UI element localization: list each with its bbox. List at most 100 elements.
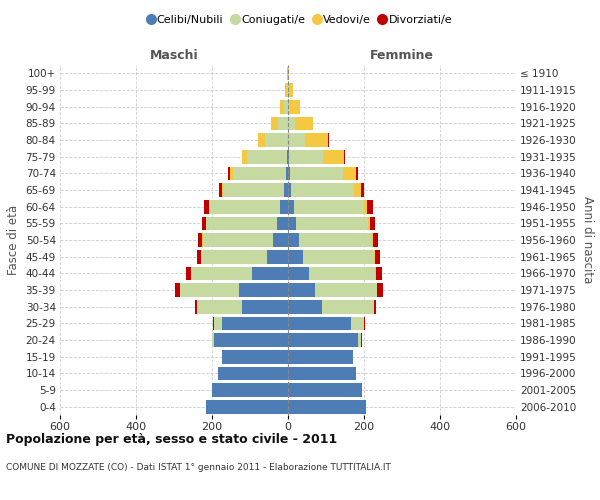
Bar xyxy=(288,383,362,397)
Bar xyxy=(288,200,294,213)
Bar xyxy=(280,100,284,114)
Bar xyxy=(284,183,288,197)
Text: COMUNE DI MOZZATE (CO) - Dati ISTAT 1° gennaio 2011 - Elaborazione TUTTITALIA.IT: COMUNE DI MOZZATE (CO) - Dati ISTAT 1° g… xyxy=(6,462,391,471)
Bar xyxy=(377,283,383,297)
Bar xyxy=(288,183,291,197)
Bar xyxy=(214,333,288,347)
Bar xyxy=(288,283,314,297)
Bar xyxy=(289,116,295,130)
Bar xyxy=(358,333,361,347)
Bar xyxy=(206,400,288,413)
Bar xyxy=(267,250,288,264)
Bar xyxy=(288,400,366,413)
Bar xyxy=(212,383,288,397)
Bar xyxy=(242,300,288,314)
Bar xyxy=(233,166,286,180)
Bar xyxy=(209,200,210,213)
Bar xyxy=(364,200,367,213)
Bar xyxy=(373,250,374,264)
Bar xyxy=(290,166,343,180)
Bar xyxy=(280,200,288,213)
Bar xyxy=(175,283,180,297)
Bar xyxy=(223,183,284,197)
Text: Femmine: Femmine xyxy=(370,48,434,62)
Bar xyxy=(197,300,242,314)
Bar xyxy=(288,166,290,180)
Bar xyxy=(288,350,353,364)
Bar xyxy=(210,200,280,213)
Bar xyxy=(343,166,356,180)
Bar xyxy=(252,266,288,280)
Bar xyxy=(197,250,200,264)
Bar xyxy=(205,200,209,213)
Bar xyxy=(350,316,364,330)
Bar xyxy=(288,233,299,247)
Bar xyxy=(289,83,293,97)
Bar xyxy=(288,216,296,230)
Bar xyxy=(222,183,223,197)
Bar xyxy=(288,366,356,380)
Bar xyxy=(367,200,373,213)
Bar xyxy=(242,150,247,164)
Bar xyxy=(202,216,206,230)
Bar xyxy=(322,300,373,314)
Bar xyxy=(200,250,267,264)
Bar xyxy=(303,250,373,264)
Bar xyxy=(361,183,364,197)
Bar xyxy=(278,116,287,130)
Bar xyxy=(288,150,289,164)
Bar xyxy=(354,183,361,197)
Bar xyxy=(376,266,382,280)
Bar xyxy=(258,133,265,147)
Bar xyxy=(218,366,288,380)
Bar xyxy=(203,233,273,247)
Bar xyxy=(277,216,288,230)
Bar xyxy=(374,250,380,264)
Bar xyxy=(291,183,354,197)
Bar xyxy=(186,266,191,280)
Bar xyxy=(206,216,277,230)
Bar xyxy=(191,266,252,280)
Bar xyxy=(289,150,323,164)
Bar xyxy=(361,333,362,347)
Bar xyxy=(230,166,233,180)
Legend: Celibi/Nubili, Coniugati/e, Vedovi/e, Divorziati/e: Celibi/Nubili, Coniugati/e, Vedovi/e, Di… xyxy=(143,10,457,29)
Bar xyxy=(305,133,328,147)
Bar xyxy=(265,133,287,147)
Bar xyxy=(288,316,350,330)
Bar xyxy=(271,116,278,130)
Bar xyxy=(368,216,370,230)
Text: Popolazione per età, sesso e stato civile - 2011: Popolazione per età, sesso e stato civil… xyxy=(6,432,337,446)
Bar xyxy=(288,333,358,347)
Bar xyxy=(287,83,288,97)
Bar xyxy=(288,83,289,97)
Bar xyxy=(239,283,288,297)
Bar xyxy=(286,83,287,97)
Bar xyxy=(273,233,288,247)
Bar xyxy=(373,300,376,314)
Bar xyxy=(323,150,344,164)
Bar xyxy=(214,316,221,330)
Bar xyxy=(373,233,377,247)
Bar xyxy=(247,150,287,164)
Bar xyxy=(284,100,288,114)
Bar xyxy=(370,216,376,230)
Bar xyxy=(288,300,322,314)
Bar xyxy=(180,283,239,297)
Bar xyxy=(356,166,358,180)
Bar xyxy=(229,166,230,180)
Bar xyxy=(294,200,364,213)
Bar xyxy=(286,166,288,180)
Y-axis label: Anni di nascita: Anni di nascita xyxy=(581,196,593,284)
Bar xyxy=(221,316,288,330)
Bar xyxy=(290,100,300,114)
Bar xyxy=(314,283,377,297)
Bar xyxy=(202,233,203,247)
Bar xyxy=(287,150,288,164)
Bar xyxy=(288,100,290,114)
Bar xyxy=(219,183,222,197)
Bar xyxy=(309,266,376,280)
Bar xyxy=(364,316,365,330)
Bar xyxy=(213,316,214,330)
Bar xyxy=(221,350,288,364)
